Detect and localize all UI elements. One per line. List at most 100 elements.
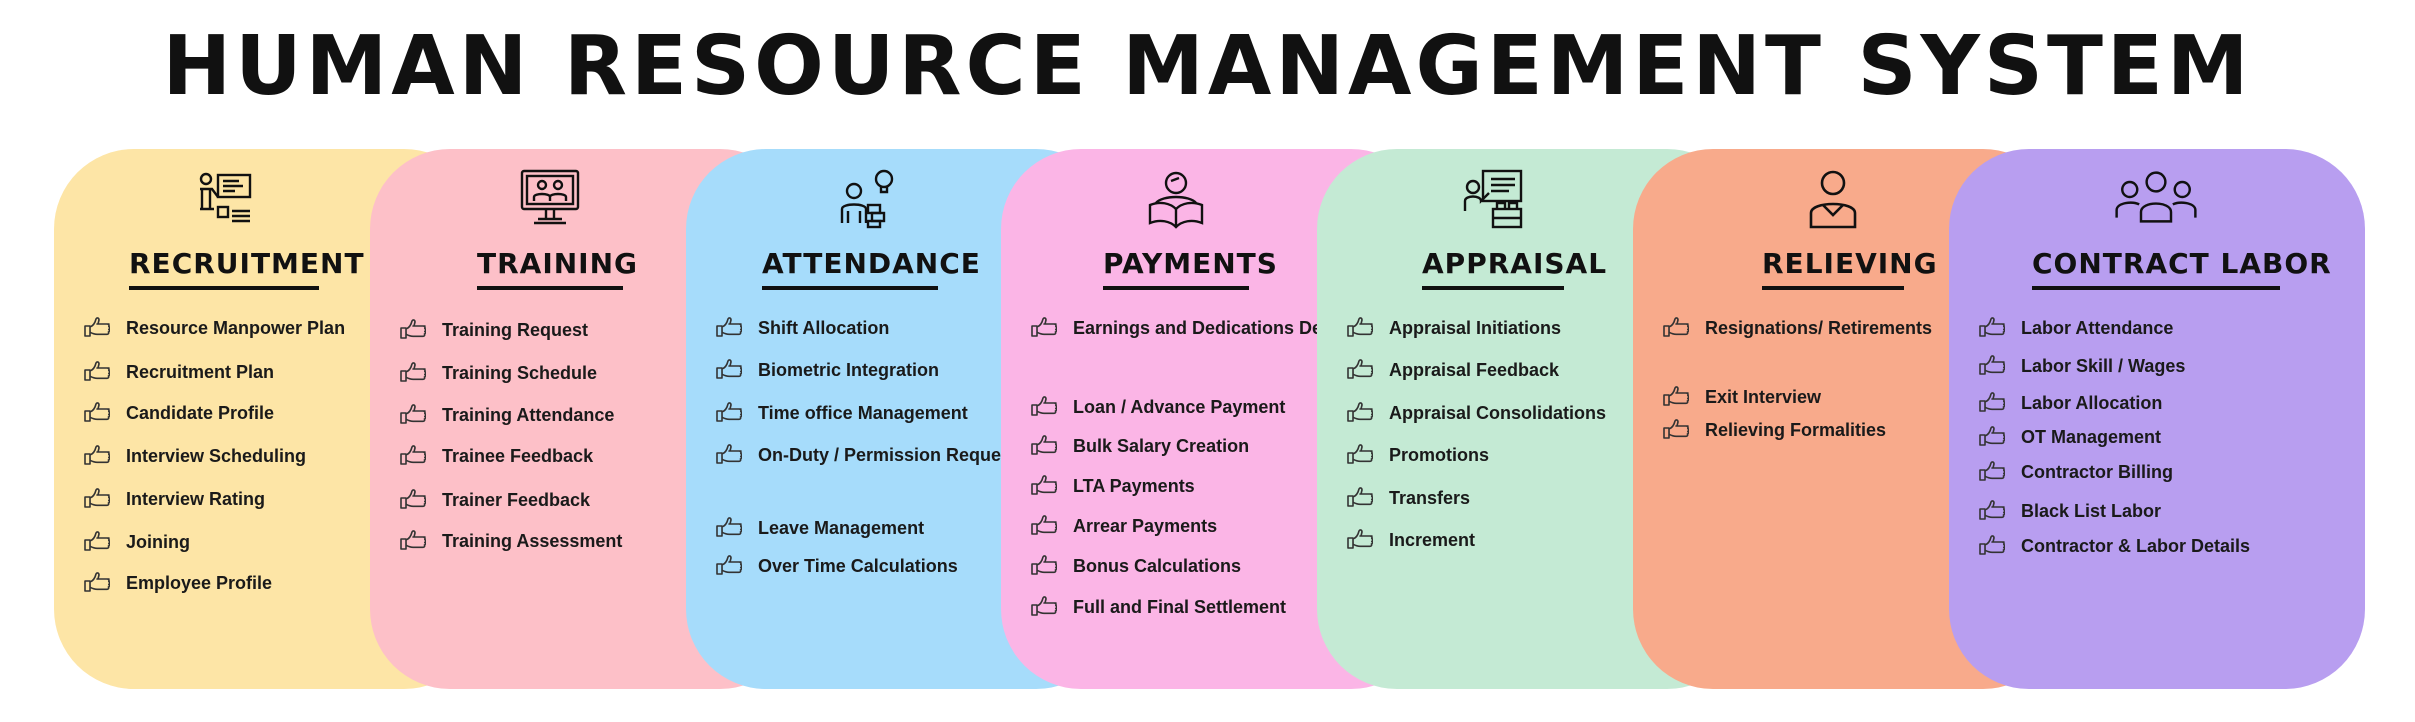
list-item-label: Labor Allocation <box>2021 393 2163 413</box>
group-icon <box>2108 167 2204 233</box>
list-item-label: Interview Rating <box>126 489 266 509</box>
list-item-label: Leave Management <box>758 518 925 538</box>
list-item-label: LTA Payments <box>1073 476 1195 496</box>
list-item-label: Earnings and Dedications Details <box>1073 318 1359 338</box>
pointing-hand-icon <box>1345 400 1375 426</box>
list-item-label: Resource Manpower Plan <box>126 318 346 338</box>
pointing-hand-icon <box>714 315 744 341</box>
list-item-label: On-Duty / Permission Request <box>758 445 1018 465</box>
list-item-label: Appraisal Consolidations <box>1389 403 1607 423</box>
pointing-hand-icon <box>82 529 112 555</box>
pointing-hand-icon <box>1661 315 1691 341</box>
pointing-hand-icon <box>1029 315 1059 341</box>
page-title: HUMAN RESOURCE MANAGEMENT SYSTEM <box>162 19 2253 114</box>
card-heading: RELIEVING <box>1762 247 1937 290</box>
list-item-label: Interview Scheduling <box>126 446 307 466</box>
pointing-hand-icon <box>82 570 112 596</box>
list-item-label: Training Request <box>442 320 589 340</box>
list-item-label: Training Assessment <box>442 531 623 551</box>
pointing-hand-icon <box>1977 390 2007 416</box>
list-item-label: Labor Attendance <box>2021 318 2174 338</box>
list-item: Appraisal Feedback <box>1335 357 1729 383</box>
list-item: Black List Labor <box>1967 498 2361 524</box>
list-item-label: Promotions <box>1389 445 1490 465</box>
pointing-hand-icon <box>82 315 112 341</box>
pointing-hand-icon <box>398 443 428 469</box>
pointing-hand-icon <box>1345 357 1375 383</box>
pointing-hand-icon <box>714 515 744 541</box>
list-item: Bulk Salary Creation <box>1019 433 1413 459</box>
list-item: Employee Profile <box>72 570 466 596</box>
list-item-label: Contractor & Labor Details <box>2021 536 2251 556</box>
list-item: Training Request <box>388 317 782 343</box>
list-item: Training Assessment <box>388 528 782 554</box>
card-heading: PAYMENTS <box>1103 247 1277 290</box>
list-item: Contractor & Labor Details <box>1967 533 2361 559</box>
list-item-label: Employee Profile <box>126 573 273 593</box>
list-item-label: Joining <box>126 532 190 552</box>
workers-idea-icon <box>818 167 914 233</box>
pointing-hand-icon <box>1345 442 1375 468</box>
card-heading: TRAINING <box>477 247 637 290</box>
list-item: Candidate Profile <box>72 400 466 426</box>
pointing-hand-icon <box>82 359 112 385</box>
pointing-hand-icon <box>1977 424 2007 450</box>
list-item: Over Time Calculations <box>704 553 1098 579</box>
pointing-hand-icon <box>398 360 428 386</box>
list-item: Resignations/ Retirements <box>1651 315 2045 341</box>
pointing-hand-icon <box>1977 498 2007 524</box>
list-item: Full and Final Settlement <box>1019 594 1413 620</box>
list-item: Arrear Payments <box>1019 513 1413 539</box>
list-item: Exit Interview <box>1651 384 2045 410</box>
pointing-hand-icon <box>714 357 744 383</box>
list-item: Earnings and Dedications Details <box>1019 315 1413 341</box>
list-item: Loan / Advance Payment <box>1019 394 1413 420</box>
pointing-hand-icon <box>1977 533 2007 559</box>
list-item: On-Duty / Permission Request <box>704 442 1098 468</box>
module-cards: RECRUITMENT Resource Manpower Plan Recruit… <box>0 149 2415 689</box>
list-item-label: Exit Interview <box>1705 387 1822 407</box>
list-item: Training Schedule <box>388 360 782 386</box>
list-item-label: Appraisal Initiations <box>1389 318 1562 338</box>
pointing-hand-icon <box>1029 513 1059 539</box>
card-heading: ATTENDANCE <box>762 247 980 290</box>
list-item-label: Recruitment Plan <box>126 362 275 382</box>
list-item: Labor Attendance <box>1967 315 2361 341</box>
card-heading: CONTRACT LABOR <box>2032 247 2331 290</box>
list-item: Trainee Feedback <box>388 443 782 469</box>
list-item: Leave Management <box>704 515 1098 541</box>
list-item: Recruitment Plan <box>72 359 466 385</box>
list-item: Shift Allocation <box>704 315 1098 341</box>
list-item-label: Increment <box>1389 530 1476 550</box>
list-item: Relieving Formalities <box>1651 417 2045 443</box>
list-item-label: Contractor Billing <box>2021 462 2173 482</box>
list-item: Appraisal Initiations <box>1335 315 1729 341</box>
list-item: Interview Rating <box>72 486 466 512</box>
list-item-label: Bonus Calculations <box>1073 556 1242 576</box>
list-item-label: Time office Management <box>758 403 968 423</box>
list-item-label: Over Time Calculations <box>758 556 958 576</box>
pointing-hand-icon <box>714 442 744 468</box>
pointing-hand-icon <box>398 528 428 554</box>
card-heading: RECRUITMENT <box>129 247 364 290</box>
list-item: Bonus Calculations <box>1019 553 1413 579</box>
list-item: Contractor Billing <box>1967 459 2361 485</box>
presentation-board-icon <box>1445 167 1541 233</box>
pointing-hand-icon <box>1977 315 2007 341</box>
pointing-hand-icon <box>82 443 112 469</box>
list-item-label: Trainer Feedback <box>442 490 591 510</box>
list-item-label: Bulk Salary Creation <box>1073 436 1250 456</box>
list-item-label: Training Schedule <box>442 363 598 383</box>
list-item: Labor Skill / Wages <box>1967 353 2361 379</box>
presenter-whiteboard-icon <box>176 167 272 233</box>
pointing-hand-icon <box>1029 394 1059 420</box>
list-item: Joining <box>72 529 466 555</box>
pointing-hand-icon <box>398 317 428 343</box>
list-item-label: OT Management <box>2021 427 2162 447</box>
list-item: Resource Manpower Plan <box>72 315 466 341</box>
person-icon <box>1785 167 1881 233</box>
card-heading: APPRAISAL <box>1422 247 1606 290</box>
pointing-hand-icon <box>1977 353 2007 379</box>
list-item: Biometric Integration <box>704 357 1098 383</box>
list-item: Time office Management <box>704 400 1098 426</box>
